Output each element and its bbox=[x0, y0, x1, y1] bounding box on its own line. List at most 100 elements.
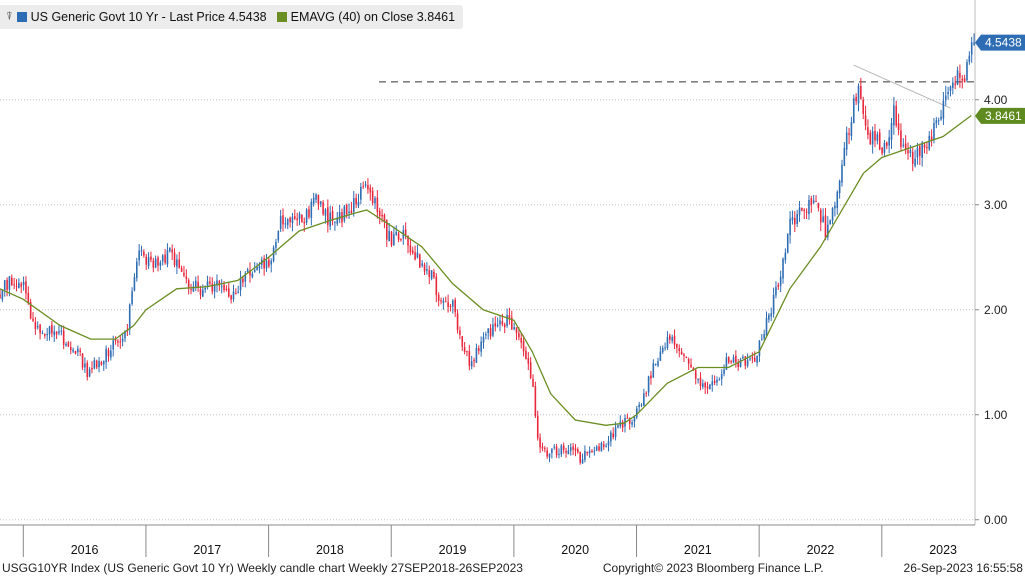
candle-body bbox=[268, 259, 270, 267]
candle-body bbox=[22, 281, 25, 286]
candle-body bbox=[909, 150, 912, 153]
candle-body bbox=[27, 292, 30, 304]
candle-body bbox=[428, 270, 431, 277]
candle-body bbox=[659, 351, 662, 361]
candle-body bbox=[393, 234, 395, 246]
candle-body bbox=[822, 216, 824, 222]
candle-body bbox=[654, 363, 657, 365]
candle-body bbox=[600, 442, 603, 452]
candle-body bbox=[376, 197, 379, 212]
candle-body bbox=[133, 277, 136, 291]
candle-body bbox=[468, 351, 471, 366]
candle-body bbox=[86, 362, 89, 377]
candle-body bbox=[876, 134, 879, 141]
candle-toggle-icon[interactable]: ⍒ bbox=[6, 10, 13, 23]
x-tick-label: 2021 bbox=[684, 543, 712, 557]
candle-body bbox=[518, 333, 520, 338]
candle-body bbox=[970, 42, 973, 55]
candle-body bbox=[919, 145, 921, 156]
candle-body bbox=[737, 362, 740, 368]
footer-description: USGG10YR Index (US Generic Govt 10 Yr) W… bbox=[2, 561, 523, 575]
candle-body bbox=[536, 415, 539, 439]
candle-body bbox=[447, 302, 449, 307]
candle-body bbox=[584, 450, 586, 460]
candle-body bbox=[291, 216, 294, 223]
candle-body bbox=[827, 224, 829, 238]
candle-body bbox=[527, 358, 530, 364]
candle-body bbox=[952, 82, 954, 88]
y-axis: 0.00 1.00 2.00 3.00 4.00 bbox=[975, 93, 1008, 527]
candle-body bbox=[506, 315, 508, 326]
candle-body bbox=[588, 450, 591, 454]
candle-body bbox=[699, 377, 702, 386]
candle-body bbox=[209, 281, 211, 284]
candle-body bbox=[723, 369, 725, 374]
candle-body bbox=[360, 187, 362, 200]
candle-body bbox=[791, 217, 794, 221]
candle-body bbox=[508, 314, 511, 319]
candle-body bbox=[683, 354, 685, 357]
candle-body bbox=[546, 450, 548, 457]
candle-body bbox=[6, 279, 8, 291]
candle-body bbox=[503, 324, 506, 328]
candle-body bbox=[10, 277, 13, 286]
candle-body bbox=[154, 258, 157, 268]
candle-body bbox=[966, 62, 968, 81]
candle-body bbox=[440, 300, 442, 302]
candle-body bbox=[355, 197, 357, 205]
candle-body bbox=[786, 233, 789, 253]
ema-last-tag-bg bbox=[975, 107, 1025, 124]
y-tick-label: 2.00 bbox=[984, 303, 1008, 317]
candle-body bbox=[567, 450, 570, 455]
candle-body bbox=[678, 348, 681, 351]
candle-body bbox=[88, 369, 91, 377]
chart-legend[interactable]: ⍒ US Generic Govt 10 Yr - Last Price 4.5… bbox=[0, 5, 464, 29]
y-tick-label: 1.00 bbox=[984, 408, 1008, 422]
candle-body bbox=[249, 270, 251, 276]
candle-body bbox=[461, 336, 464, 347]
candle-body bbox=[324, 209, 327, 216]
candle-body bbox=[933, 123, 935, 140]
candle-body bbox=[202, 289, 204, 297]
candle-body bbox=[246, 269, 249, 272]
candle-body bbox=[852, 98, 855, 124]
candle-body bbox=[569, 447, 572, 451]
candle-body bbox=[322, 202, 324, 215]
candle-body bbox=[944, 95, 947, 101]
legend-swatch-ema bbox=[276, 12, 287, 22]
candle-body bbox=[81, 353, 84, 368]
candle-body bbox=[466, 351, 468, 353]
candle-body bbox=[204, 287, 206, 290]
candle-body bbox=[91, 367, 93, 370]
legend-item-price[interactable]: US Generic Govt 10 Yr - Last Price 4.543… bbox=[16, 10, 267, 24]
candle-body bbox=[628, 417, 631, 424]
candle-body bbox=[242, 278, 244, 283]
candle-body bbox=[829, 220, 831, 225]
candle-body bbox=[718, 379, 721, 381]
last-price-tag-bg bbox=[975, 34, 1025, 51]
candle-body bbox=[187, 280, 190, 289]
candle-body bbox=[454, 299, 456, 313]
candle-body bbox=[374, 198, 376, 204]
candle-body bbox=[923, 144, 926, 148]
candle-body bbox=[928, 135, 931, 150]
candle-body bbox=[159, 262, 162, 266]
candle-body bbox=[34, 321, 37, 330]
candle-body bbox=[499, 320, 501, 325]
legend-label-ema: EMAVG (40) on Close 3.8461 bbox=[290, 10, 456, 24]
legend-item-ema[interactable]: EMAVG (40) on Close 3.8461 bbox=[276, 10, 456, 24]
candle-body bbox=[463, 346, 466, 352]
candle-body bbox=[77, 348, 79, 353]
candle-body bbox=[798, 207, 801, 215]
candle-body bbox=[579, 451, 581, 463]
candle-body bbox=[794, 217, 796, 225]
candle-body bbox=[692, 368, 695, 370]
candle-body bbox=[25, 281, 27, 294]
candle-body bbox=[598, 446, 600, 451]
reference-lines bbox=[378, 64, 975, 109]
footer-timestamp: 26-Sep-2023 16:55:58 bbox=[903, 561, 1023, 575]
candle-body bbox=[666, 337, 669, 348]
candle-body bbox=[904, 143, 907, 151]
candle-body bbox=[522, 341, 525, 352]
